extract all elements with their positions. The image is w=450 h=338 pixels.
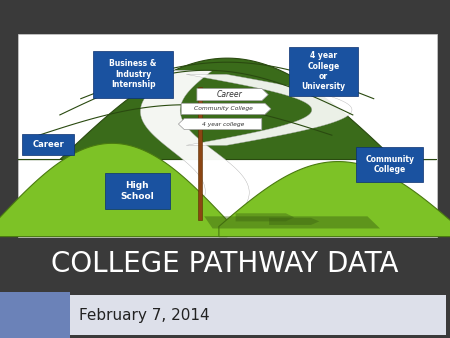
Text: 4 year college: 4 year college [202,122,244,126]
Bar [198,87,202,220]
Bar [105,173,170,209]
Bar [22,134,74,155]
Polygon shape [219,162,450,237]
Polygon shape [140,70,249,233]
Polygon shape [18,58,436,160]
Text: Community College: Community College [194,106,252,111]
Polygon shape [0,143,227,237]
Polygon shape [236,213,294,221]
Bar [18,34,436,237]
Bar [0,292,70,338]
Bar [289,47,358,96]
Polygon shape [181,103,271,114]
Polygon shape [269,218,319,225]
Text: Career: Career [216,90,242,99]
Text: Business &
Industry
Internship: Business & Industry Internship [109,59,157,89]
Polygon shape [204,216,380,228]
Text: 4 year
College
or
University: 4 year College or University [302,51,346,91]
Text: High
School: High School [121,181,154,201]
Polygon shape [178,119,262,129]
Polygon shape [186,74,352,145]
Text: COLLEGE PATHWAY DATA: COLLEGE PATHWAY DATA [51,250,399,279]
Bar [93,51,173,98]
Bar [356,147,423,183]
Text: Community
College: Community College [365,155,414,174]
Text: February 7, 2014: February 7, 2014 [79,308,209,323]
Bar [70,295,446,335]
Polygon shape [197,89,268,101]
Text: Career: Career [32,140,64,149]
